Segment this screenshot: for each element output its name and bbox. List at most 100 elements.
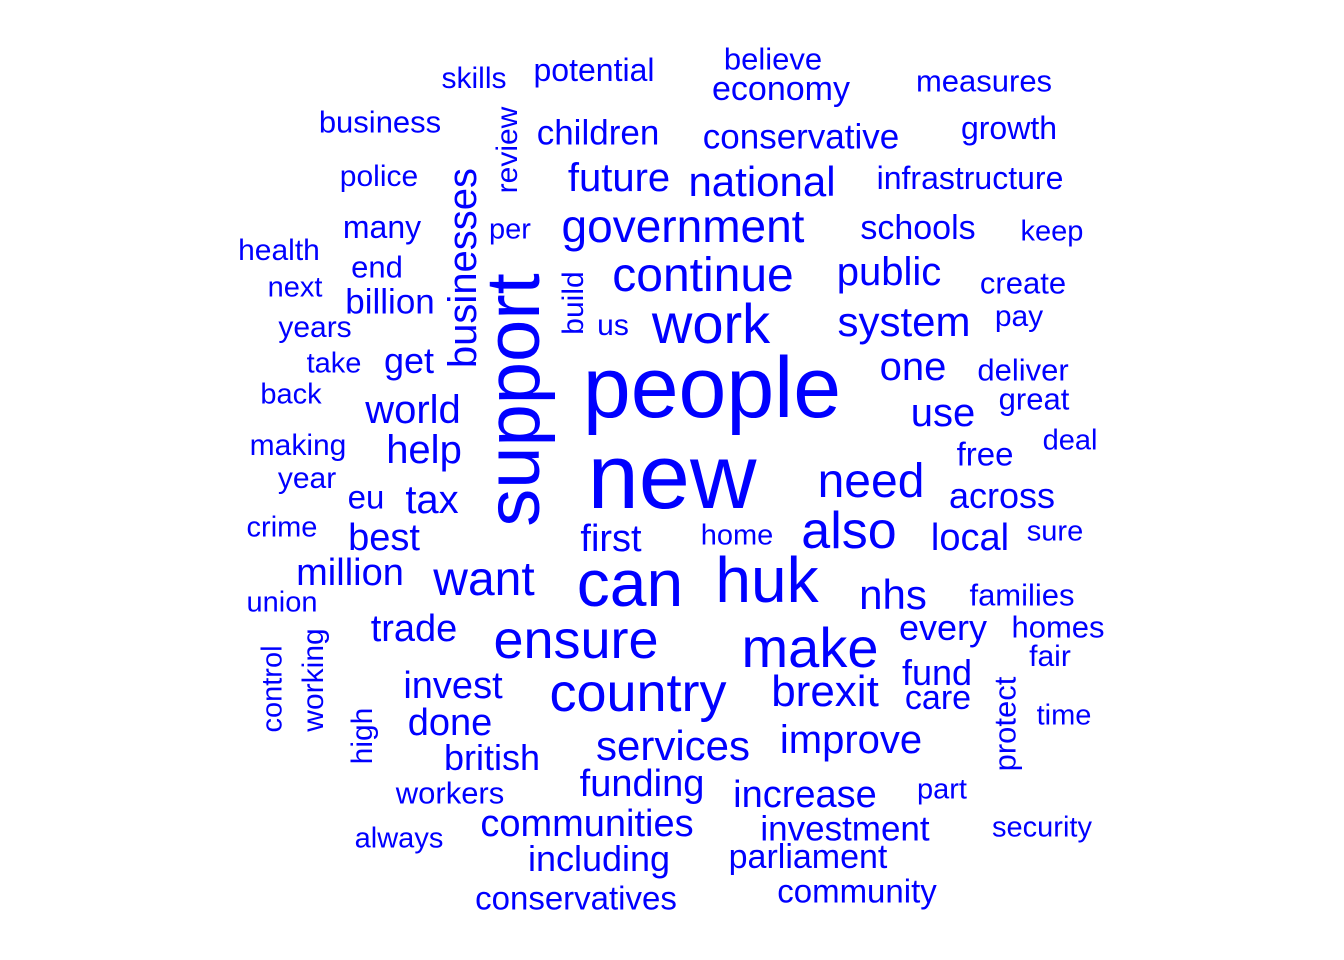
cloud-word-communities: communities [480, 803, 694, 845]
cloud-word-deliver: deliver [977, 352, 1069, 388]
cloud-word-economy: economy [712, 70, 850, 108]
cloud-word-conservative: conservative [702, 117, 900, 157]
cloud-word-growth: growth [960, 110, 1058, 146]
cloud-word-need: need [817, 455, 925, 508]
cloud-word-tax: tax [405, 478, 459, 522]
cloud-word-year: year [277, 462, 337, 495]
cloud-word-brexit: brexit [771, 667, 879, 716]
cloud-word-children: children [536, 113, 660, 153]
cloud-word-done: done [407, 702, 493, 744]
cloud-word-national: national [688, 158, 836, 205]
cloud-word-parliament: parliament [728, 838, 888, 876]
cloud-word-next: next [267, 271, 323, 304]
cloud-word-huk: huk [715, 544, 819, 616]
cloud-word-billion: billion [345, 282, 435, 322]
cloud-word-improve: improve [779, 718, 923, 762]
cloud-word-schools: schools [860, 209, 976, 247]
cloud-word-can: can [576, 546, 684, 620]
cloud-word-every: every [898, 607, 988, 648]
cloud-word-eu: eu [347, 478, 385, 516]
cloud-word-first: first [580, 518, 642, 560]
cloud-word-potential: potential [533, 52, 655, 88]
cloud-word-work: work [651, 292, 771, 355]
cloud-word-review: review [491, 106, 524, 194]
cloud-word-get: get [383, 340, 435, 381]
cloud-word-believe: believe [723, 41, 823, 77]
cloud-word-including: including [527, 838, 671, 879]
cloud-word-across: across [948, 475, 1056, 516]
cloud-word-services: services [595, 722, 751, 769]
cloud-word-funding: funding [579, 763, 705, 805]
cloud-word-police: police [339, 160, 419, 193]
cloud-word-crime: crime [246, 511, 318, 544]
cloud-word-community: community [777, 872, 937, 910]
cloud-word-many: many [342, 209, 422, 245]
cloud-word-public: public [836, 250, 942, 294]
cloud-word-increase: increase [733, 774, 877, 816]
cloud-word-per: per [489, 213, 531, 246]
cloud-word-future: future [567, 156, 671, 200]
cloud-word-end: end [351, 249, 403, 285]
cloud-word-people: people [582, 340, 842, 436]
cloud-word-use: use [910, 391, 976, 435]
cloud-word-making: making [249, 429, 347, 462]
cloud-word-world: world [365, 388, 461, 432]
cloud-word-homes: homes [1011, 609, 1105, 645]
cloud-word-one: one [879, 345, 947, 389]
cloud-word-working: working [297, 628, 330, 732]
cloud-word-make: make [741, 616, 879, 679]
cloud-word-great: great [998, 381, 1070, 417]
cloud-word-business: business [318, 104, 442, 140]
cloud-word-care: care [904, 679, 972, 717]
cloud-word-families: families [969, 577, 1075, 613]
cloud-word-businesses: businesses [441, 167, 485, 369]
cloud-word-part: part [917, 773, 967, 806]
cloud-word-us: us [597, 309, 629, 342]
cloud-word-want: want [433, 553, 535, 606]
cloud-word-create: create [979, 265, 1067, 301]
cloud-word-infrastructure: infrastructure [876, 160, 1064, 196]
cloud-word-million: million [296, 552, 404, 594]
cloud-word-control: control [256, 645, 289, 733]
cloud-word-free: free [956, 435, 1014, 473]
cloud-word-deal: deal [1042, 424, 1098, 457]
cloud-word-take: take [306, 347, 362, 380]
cloud-word-high: high [346, 707, 379, 765]
cloud-word-country: country [549, 663, 727, 723]
cloud-word-also: also [801, 502, 897, 560]
cloud-word-home: home [700, 519, 774, 552]
cloud-word-union: union [246, 586, 318, 619]
cloud-word-measures: measures [915, 63, 1053, 99]
cloud-word-keep: keep [1020, 215, 1084, 248]
cloud-word-pay: pay [994, 300, 1044, 333]
cloud-word-new: new [587, 426, 757, 528]
cloud-word-time: time [1036, 699, 1092, 732]
cloud-word-sure: sure [1026, 515, 1084, 548]
cloud-word-fair: fair [1029, 640, 1071, 673]
cloud-word-fund: fund [901, 652, 973, 693]
cloud-word-best: best [348, 517, 420, 559]
cloud-word-back: back [260, 378, 322, 411]
cloud-word-support: support [471, 273, 556, 527]
cloud-word-investment: investment [760, 809, 930, 849]
cloud-word-workers: workers [395, 775, 505, 811]
cloud-word-always: always [354, 822, 444, 855]
cloud-word-help: help [386, 428, 462, 472]
cloud-word-system: system [837, 298, 971, 345]
cloud-word-years: years [278, 311, 352, 344]
cloud-word-continue: continue [612, 249, 794, 302]
cloud-word-conservatives: conservatives [475, 879, 677, 917]
cloud-word-build: build [557, 271, 590, 335]
cloud-word-local: local [930, 517, 1010, 559]
cloud-word-protect: protect [987, 676, 1023, 772]
cloud-word-invest: invest [403, 665, 503, 707]
cloud-word-nhs: nhs [859, 571, 927, 618]
cloud-word-skills: skills [441, 62, 507, 95]
cloud-word-health: health [238, 234, 320, 267]
cloud-word-british: british [443, 737, 541, 778]
cloud-word-ensure: ensure [493, 610, 659, 670]
cloud-word-trade: trade [370, 608, 458, 650]
cloud-word-government: government [561, 200, 805, 252]
cloud-word-security: security [992, 811, 1092, 844]
